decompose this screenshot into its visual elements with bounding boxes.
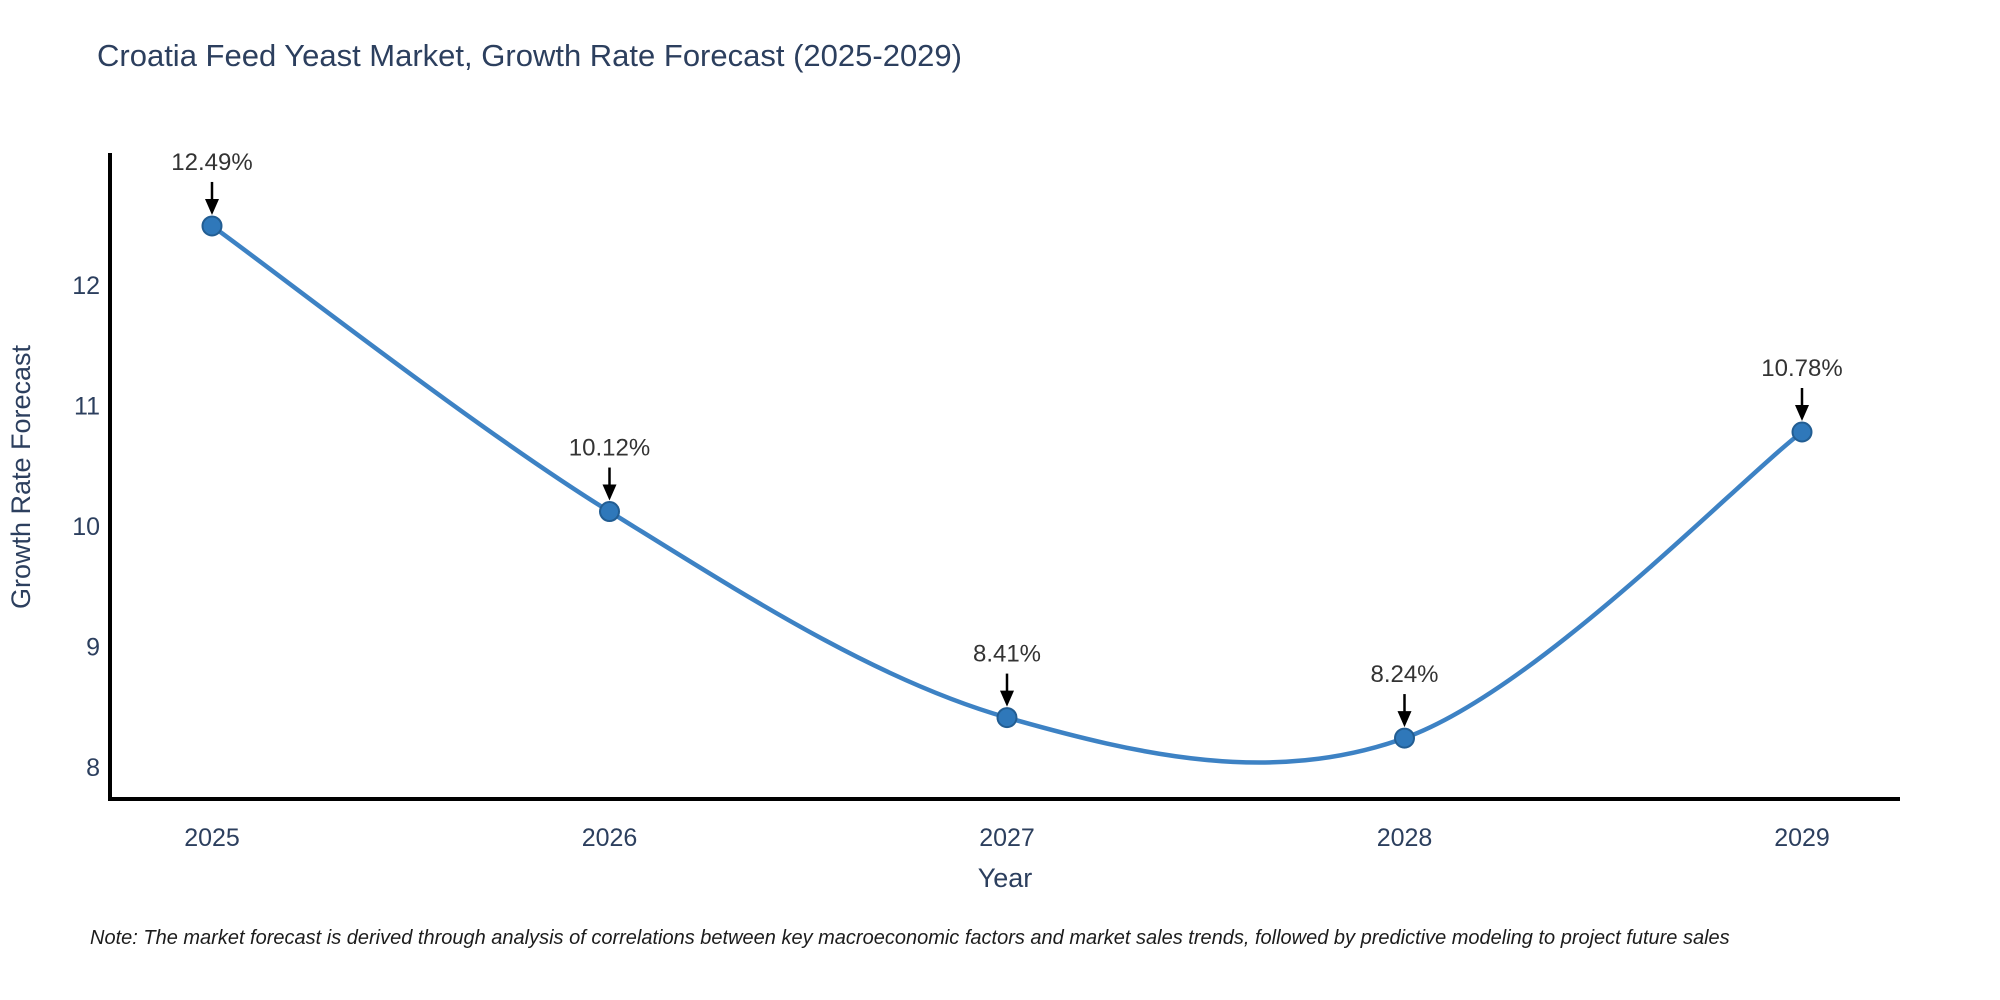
plot-area: 8 9 10 11 12 2025 2026 2027 2028 2029 12.49% 10.12%… — [72, 149, 1900, 852]
annotation-arrow-head — [1397, 711, 1412, 728]
y-tick-label: 11 — [74, 393, 100, 421]
data-point-label: 10.12% — [569, 435, 650, 462]
y-tick-label: 9 — [86, 634, 100, 662]
data-point-label: 8.24% — [1370, 661, 1438, 688]
y-tick-label: 10 — [72, 513, 100, 541]
data-point-marker — [1791, 421, 1813, 443]
chart-title: Croatia Feed Yeast Market, Growth Rate F… — [97, 38, 962, 73]
data-point-label: 8.41% — [973, 641, 1041, 668]
x-tick-label: 2029 — [1774, 824, 1830, 852]
data-point-marker — [599, 501, 620, 523]
x-tick-label: 2025 — [184, 824, 240, 852]
x-tick-label: 2027 — [979, 824, 1035, 852]
axis-spines — [108, 153, 1900, 801]
data-point-label: 12.49% — [171, 149, 252, 176]
annotation-arrow-head — [1795, 405, 1809, 422]
annotation-arrow-head — [602, 484, 617, 501]
data-point-marker — [996, 707, 1018, 729]
x-tick-label: 2026 — [582, 824, 638, 852]
annotation-arrow-head — [205, 198, 219, 215]
x-axis-title: Year — [978, 863, 1033, 893]
footnote: Note: The market forecast is derived thr… — [90, 927, 1730, 949]
annotation-arrow-head — [1000, 690, 1014, 707]
data-point-marker — [1394, 727, 1415, 749]
y-axis-title: Growth Rate Forecast — [6, 344, 36, 609]
y-tick-label: 8 — [86, 754, 100, 782]
y-tick-label: 12 — [72, 272, 100, 300]
data-point-label: 10.78% — [1761, 355, 1842, 382]
x-tick-label: 2028 — [1377, 824, 1433, 852]
data-point-marker — [201, 215, 223, 237]
